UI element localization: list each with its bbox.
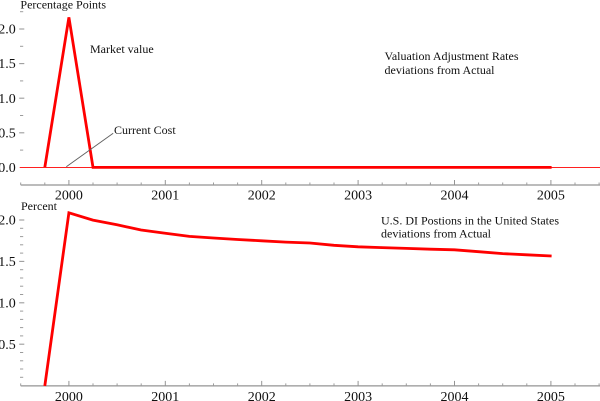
svg-text:2000: 2000 bbox=[55, 390, 83, 401]
svg-text:2.0: 2.0 bbox=[0, 23, 16, 38]
svg-text:2004: 2004 bbox=[441, 390, 469, 401]
svg-text:Percentage Points: Percentage Points bbox=[20, 0, 106, 12]
svg-text:1.0: 1.0 bbox=[0, 296, 16, 311]
svg-text:2003: 2003 bbox=[344, 189, 372, 204]
svg-text:2002: 2002 bbox=[248, 390, 276, 401]
svg-text:Market value: Market value bbox=[90, 42, 154, 56]
svg-text:U.S. DI Postions in the United: U.S. DI Postions in the United States bbox=[381, 214, 559, 228]
svg-text:2002: 2002 bbox=[248, 189, 276, 204]
svg-text:0.5: 0.5 bbox=[0, 126, 16, 141]
svg-text:Valuation Adjustment Rates: Valuation Adjustment Rates bbox=[385, 49, 519, 63]
svg-text:0.5: 0.5 bbox=[0, 338, 16, 353]
svg-text:2001: 2001 bbox=[151, 390, 179, 401]
svg-text:2001: 2001 bbox=[151, 189, 179, 204]
svg-text:2.0: 2.0 bbox=[0, 214, 16, 229]
svg-text:deviations from Actual: deviations from Actual bbox=[385, 63, 496, 77]
svg-text:Percent: Percent bbox=[21, 199, 58, 213]
svg-text:2005: 2005 bbox=[537, 390, 565, 401]
svg-text:2004: 2004 bbox=[441, 189, 469, 204]
svg-text:deviations from Actual: deviations from Actual bbox=[381, 227, 492, 241]
svg-text:2000: 2000 bbox=[55, 189, 83, 204]
svg-text:2005: 2005 bbox=[537, 189, 565, 204]
svg-text:0.0: 0.0 bbox=[0, 161, 16, 176]
svg-text:1.0: 1.0 bbox=[0, 92, 16, 107]
svg-text:1.5: 1.5 bbox=[0, 57, 16, 72]
svg-text:1.5: 1.5 bbox=[0, 255, 16, 270]
svg-text:Current Cost: Current Cost bbox=[114, 123, 176, 137]
svg-text:2003: 2003 bbox=[344, 390, 372, 401]
